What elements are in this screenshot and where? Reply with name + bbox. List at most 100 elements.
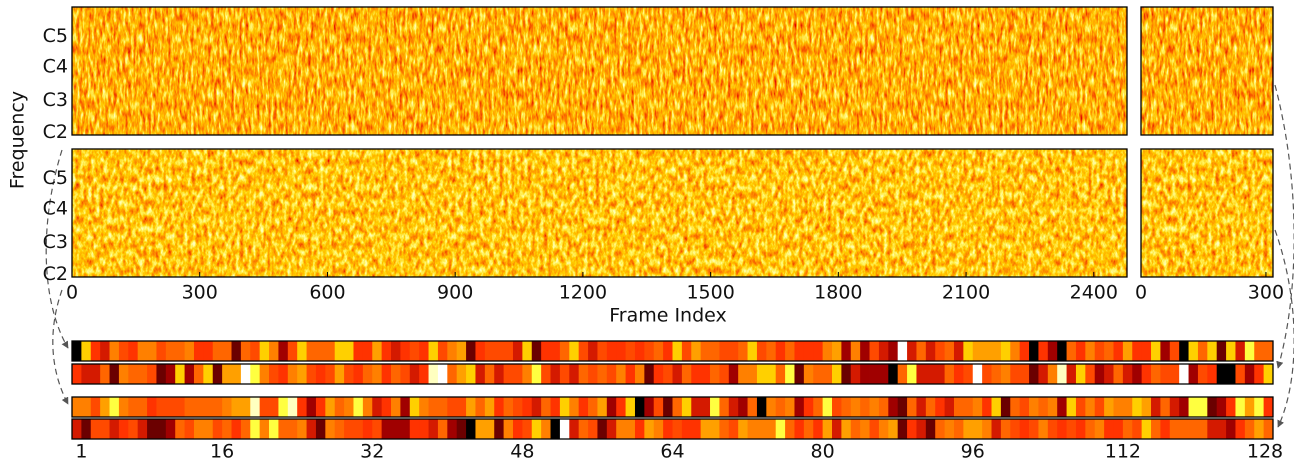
embedding-cell [522,364,533,384]
embedding-cell [1207,341,1218,361]
embedding-cell [250,397,261,417]
embedding-cell [728,397,739,417]
embedding-cell [250,419,261,439]
embedding-cell [1029,341,1039,361]
embedding-cell [1000,364,1011,384]
embedding-cell [1057,364,1067,384]
embedding-cell [1188,419,1199,439]
embedding-cell [1188,364,1199,384]
embedding-cell [672,419,683,439]
embedding-cell [475,364,486,384]
embedding-cell [1263,397,1274,417]
embedding-cell [728,341,739,361]
embedding-cell [1235,397,1246,417]
embedding-cell [822,397,833,417]
embedding-cell [1235,341,1246,361]
embedding-cell [231,364,242,384]
embedding-cell [972,419,983,439]
embedding-cell [466,397,476,417]
embedding-cell [700,364,711,384]
embedding-cell [1235,419,1246,439]
embedding-cell [1122,341,1133,361]
embedding-cell [81,419,92,439]
x-tick-label: 16 [210,441,234,461]
embedding-cell [437,341,448,361]
embedding-cell [897,341,908,361]
embedding-cell [991,419,1002,439]
embedding-cell [193,364,204,384]
embedding-cell [653,341,664,361]
embedding-cell [710,419,720,439]
embedding-cell [203,397,214,417]
embedding-cell [925,419,936,439]
embedding-cell [953,364,964,384]
x-tick-label: 32 [360,441,384,461]
embedding-cell [606,364,617,384]
embedding-cell [287,397,298,417]
y-tick-label: C3 [43,231,68,253]
embedding-cell [400,341,411,361]
embedding-cell [803,364,814,384]
embedding-cell [822,341,833,361]
embedding-cell [306,419,317,439]
embedding-cell [325,419,336,439]
embedding-cell [578,364,589,384]
embedding-cell [381,419,392,439]
embedding-cell [522,341,533,361]
embedding-cell [663,364,673,384]
embedding-cell [897,397,908,417]
embedding-cell [1029,397,1039,417]
embedding-cell [297,341,307,361]
embedding-cell [72,419,82,439]
embedding-cell [118,397,129,417]
embedding-cell [240,397,251,417]
embedding-cell [428,341,439,361]
embedding-cell [982,397,992,417]
embedding-cell [578,341,589,361]
embedding-cell [325,364,336,384]
x-tick-label: 1800 [814,282,862,304]
embedding-cell [362,364,373,384]
embedding-cell [269,397,279,417]
embedding-cell [1113,419,1124,439]
embedding-cell [72,341,82,361]
embedding-cell [559,419,570,439]
embedding-cell [259,397,270,417]
embedding-cell [756,397,767,417]
x-tick-label: 0 [66,282,78,304]
embedding-cell [203,341,214,361]
panel-frame [1140,148,1274,278]
embedding-cell [935,397,946,417]
embedding-cell [175,397,185,417]
embedding-cell [90,364,101,384]
embedding-cell [1047,341,1058,361]
embedding-cell [616,341,626,361]
embedding-cell [700,341,711,361]
embedding-cell [203,419,214,439]
embedding-cell [1104,419,1114,439]
embedding-cell [972,341,983,361]
embedding-cell [794,419,805,439]
embedding-cell [1188,397,1199,417]
embedding-cell [147,341,157,361]
embedding-cell [569,419,580,439]
embedding-cell [775,397,786,417]
embedding-cell [1029,364,1039,384]
embedding-cell [972,397,983,417]
x-axis-label: Frame Index [609,305,727,327]
embedding-cell [672,341,683,361]
embedding-cell [1254,419,1265,439]
embedding-cell [841,419,852,439]
embedding-cell [1019,364,1030,384]
embedding-cell [1113,397,1124,417]
embedding-cell [531,341,542,361]
embedding-cell [315,419,326,439]
spectrogram-image [1141,7,1273,135]
embedding-cell [747,341,758,361]
embedding-cell [1244,419,1255,439]
embedding-cell [1132,364,1143,384]
embedding-cell [419,397,429,417]
embedding-cell [747,419,758,439]
embedding-cell [1075,419,1086,439]
embedding-cell [869,364,880,384]
